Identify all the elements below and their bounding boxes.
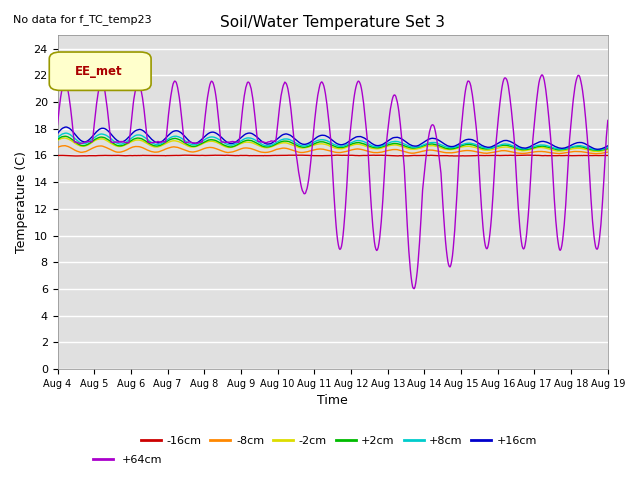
Text: EE_met: EE_met: [75, 64, 123, 78]
Legend: -16cm, -8cm, -2cm, +2cm, +8cm, +16cm: -16cm, -8cm, -2cm, +2cm, +8cm, +16cm: [136, 432, 542, 450]
X-axis label: Time: Time: [317, 395, 348, 408]
FancyBboxPatch shape: [49, 52, 151, 90]
Y-axis label: Temperature (C): Temperature (C): [15, 151, 28, 253]
Legend: +64cm: +64cm: [89, 451, 167, 469]
Text: No data for f_TC_temp23: No data for f_TC_temp23: [13, 14, 152, 25]
Title: Soil/Water Temperature Set 3: Soil/Water Temperature Set 3: [220, 15, 445, 30]
